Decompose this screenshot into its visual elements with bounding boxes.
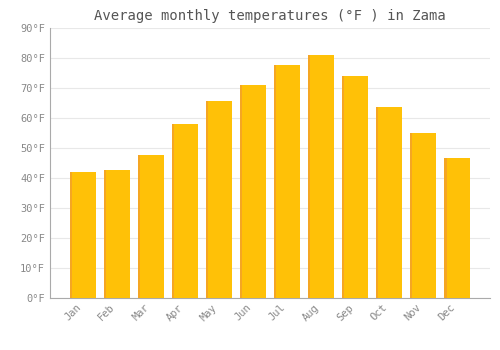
Title: Average monthly temperatures (°F ) in Zama: Average monthly temperatures (°F ) in Za… xyxy=(94,9,446,23)
Bar xyxy=(308,55,334,298)
Bar xyxy=(138,155,164,298)
Bar xyxy=(206,102,232,298)
Bar xyxy=(410,133,412,298)
Bar xyxy=(444,158,470,298)
Bar xyxy=(104,170,106,298)
Bar xyxy=(240,85,242,298)
Bar xyxy=(104,170,130,298)
Bar xyxy=(274,65,300,298)
Bar xyxy=(376,107,378,298)
Bar xyxy=(70,172,72,298)
Bar xyxy=(342,76,368,298)
Bar xyxy=(138,155,140,298)
Bar xyxy=(444,158,446,298)
Bar xyxy=(70,172,96,298)
Bar xyxy=(274,65,276,298)
Bar xyxy=(172,124,174,298)
Bar xyxy=(172,124,198,298)
Bar xyxy=(376,107,402,298)
Bar xyxy=(308,55,310,298)
Bar xyxy=(240,85,266,298)
Bar xyxy=(410,133,436,298)
Bar xyxy=(206,102,208,298)
Bar xyxy=(342,76,344,298)
